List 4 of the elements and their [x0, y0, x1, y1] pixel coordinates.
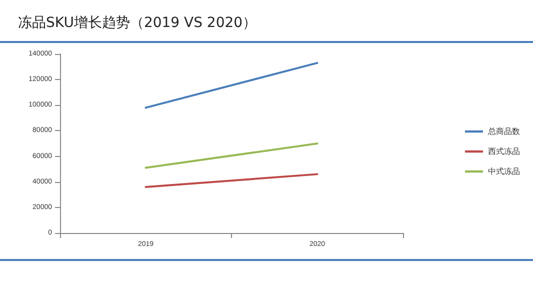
- legend-label: 总商品数: [487, 127, 520, 136]
- chart-title: 冻品SKU增长趋势（2019 VS 2020）: [18, 14, 257, 32]
- legend-label: 中式冻品: [488, 167, 520, 176]
- legend-label: 西式冻品: [488, 147, 520, 156]
